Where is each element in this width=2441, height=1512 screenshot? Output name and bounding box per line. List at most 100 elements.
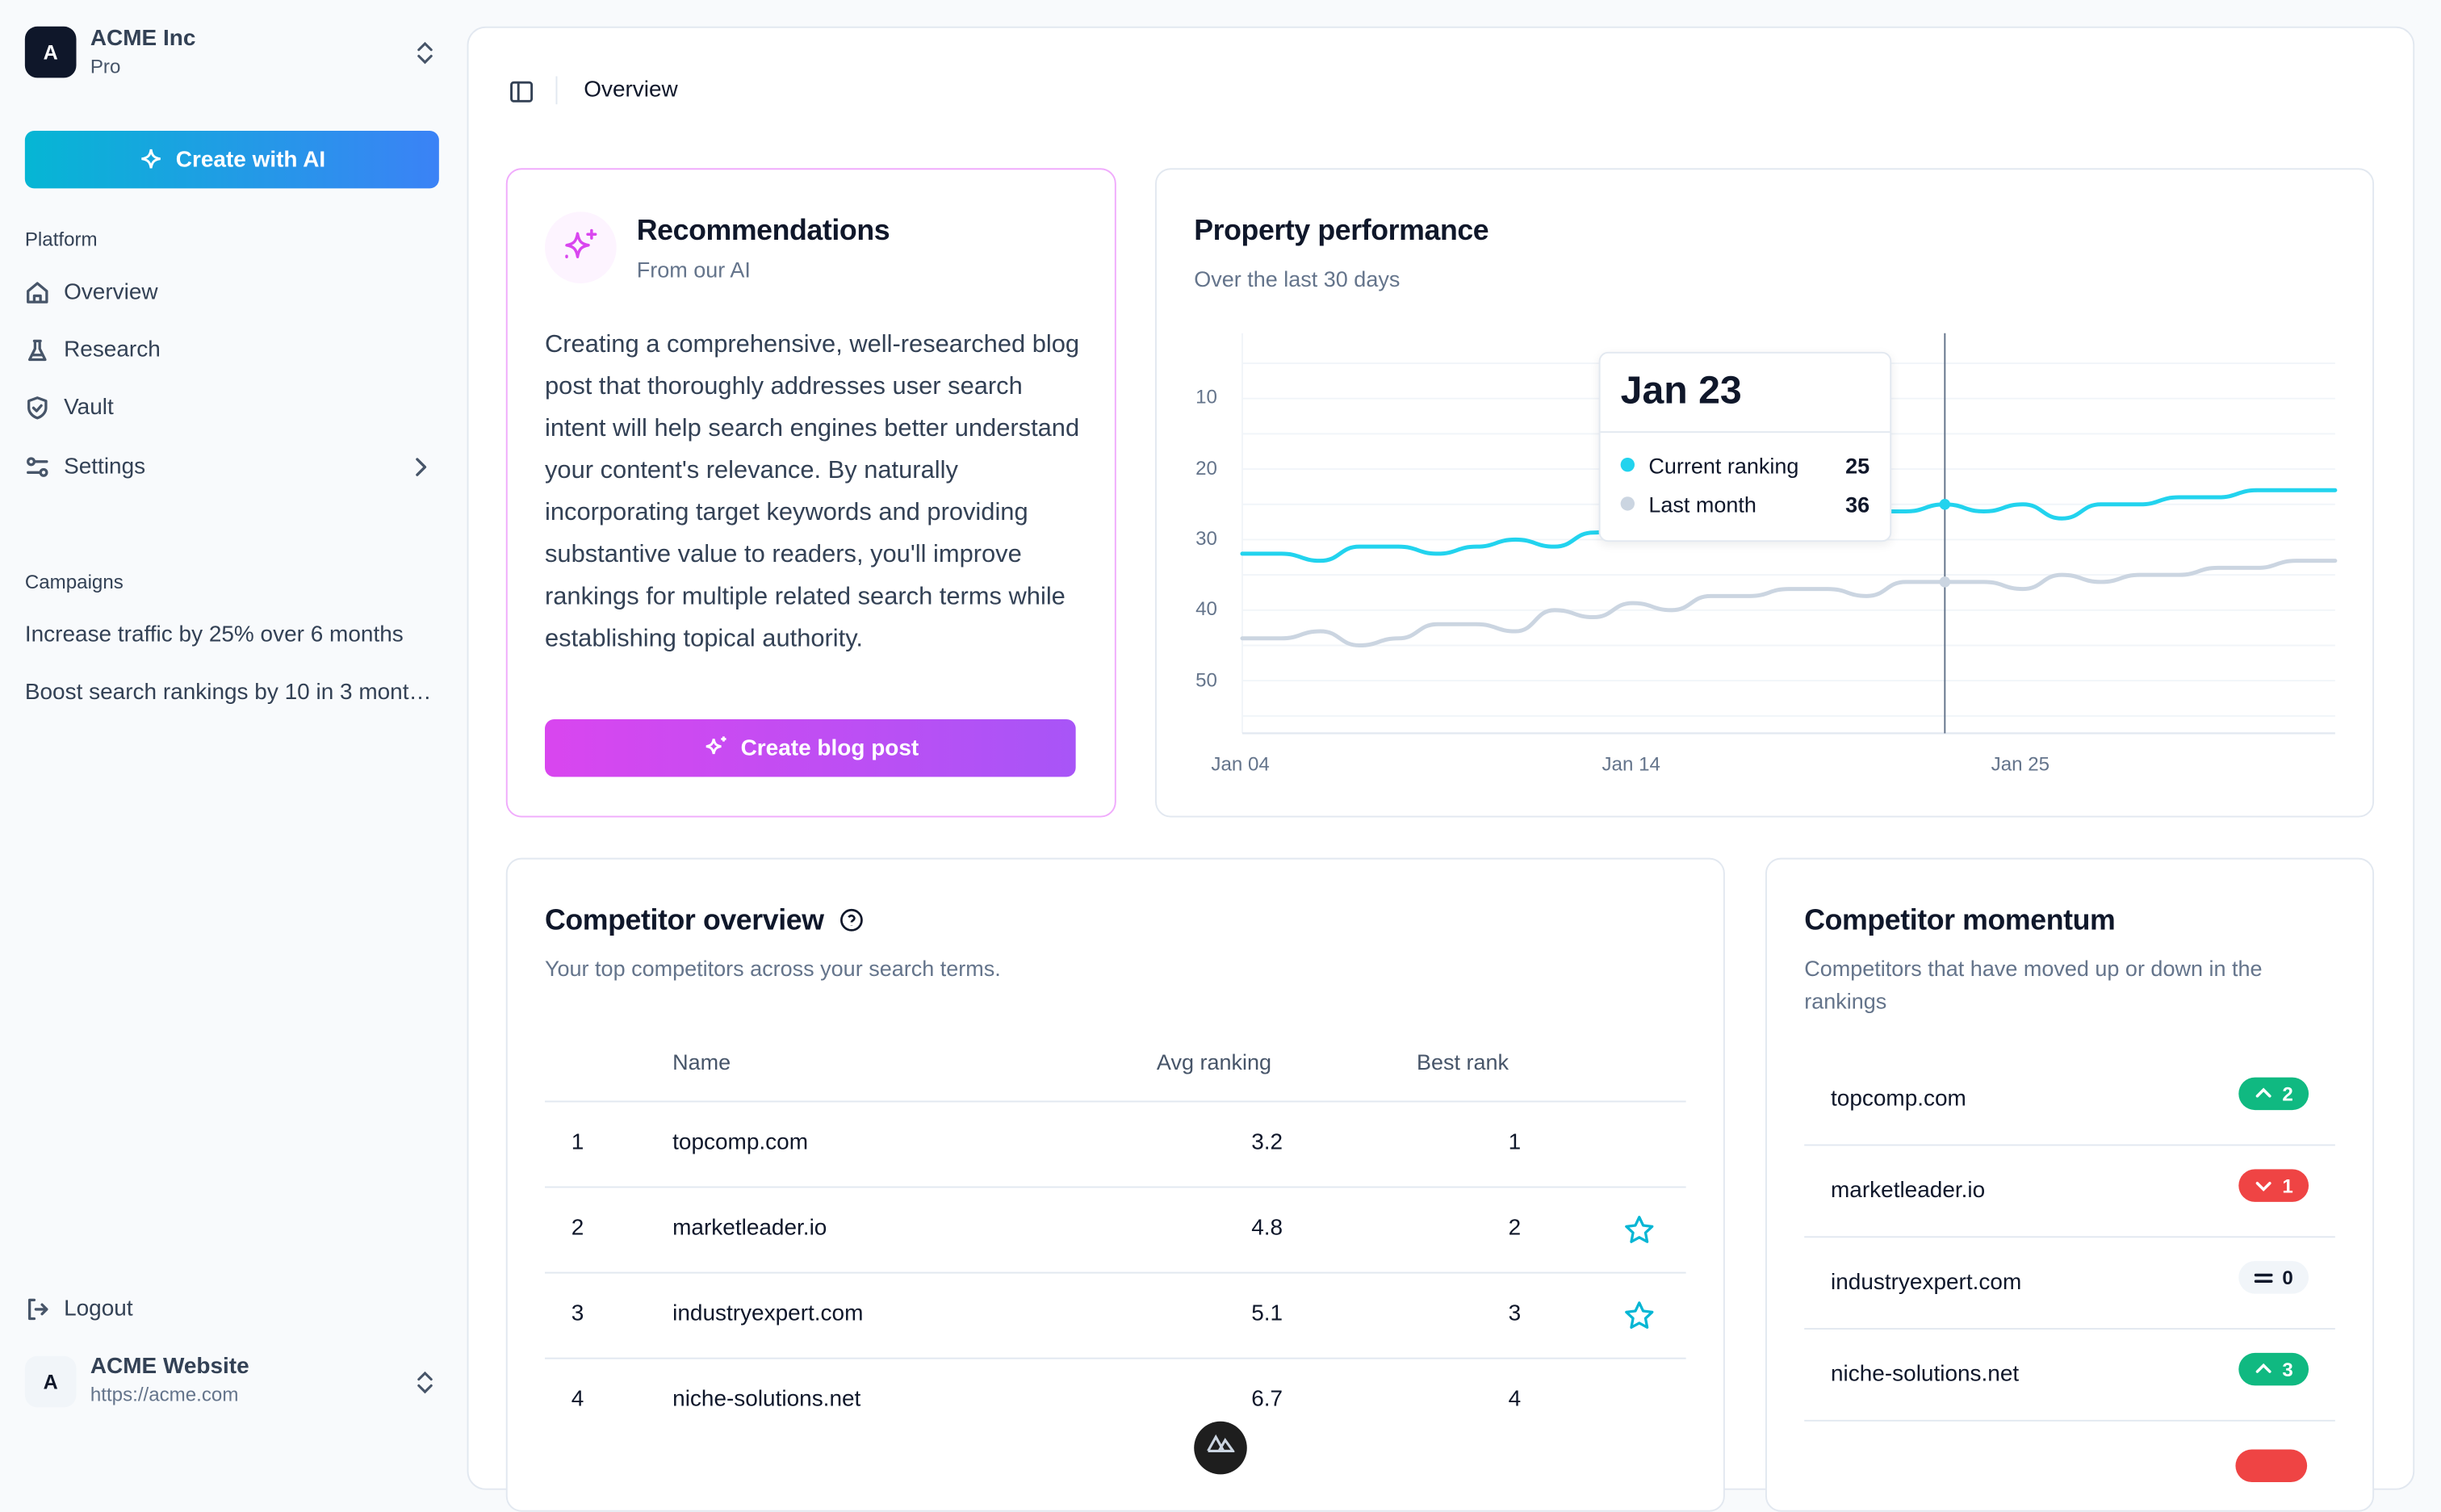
sidebar-item-vault[interactable]: Vault bbox=[25, 384, 439, 431]
chevron-up-icon bbox=[2255, 1087, 2271, 1097]
create-blog-post-label: Create blog post bbox=[740, 735, 919, 761]
momentum-badge: 2 bbox=[2238, 1077, 2309, 1111]
logout-label: Logout bbox=[64, 1296, 133, 1322]
chevron-right-icon bbox=[416, 458, 427, 476]
cell-best-rank: 4 bbox=[1508, 1387, 1522, 1413]
column-header-best-rank[interactable]: Best rank bbox=[1416, 1049, 1509, 1074]
momentum-badge-partial bbox=[2235, 1449, 2308, 1482]
star-icon[interactable] bbox=[1623, 1214, 1655, 1246]
cell-name: niche-solutions.net bbox=[672, 1387, 861, 1413]
home-icon bbox=[27, 282, 48, 304]
y-tick-label: 50 bbox=[1195, 669, 1217, 692]
data-point bbox=[1939, 499, 1951, 510]
table-row[interactable]: 3 industryexpert.com 5.1 3 bbox=[544, 1271, 1686, 1358]
sparkles-icon bbox=[706, 736, 726, 755]
recommendations-subtitle: From our AI bbox=[636, 257, 751, 283]
momentum-row[interactable]: niche-solutions.net 3 bbox=[1804, 1330, 2335, 1422]
tooltip-date: Jan 23 bbox=[1620, 369, 1742, 413]
shield-check-icon bbox=[27, 396, 48, 420]
x-tick-label: Jan 14 bbox=[1602, 753, 1660, 776]
star-icon[interactable] bbox=[1623, 1300, 1655, 1331]
cell-best-rank: 3 bbox=[1508, 1301, 1522, 1327]
y-tick-label: 20 bbox=[1195, 457, 1217, 480]
cell-rank: 3 bbox=[571, 1301, 584, 1327]
momentum-badge: 0 bbox=[2238, 1261, 2309, 1294]
competitor-overview-subtitle: Your top competitors across your search … bbox=[544, 956, 1001, 981]
table-row[interactable]: 2 marketleader.io 4.8 2 bbox=[544, 1186, 1686, 1272]
competitor-overview-card bbox=[505, 857, 1725, 1512]
logout-button[interactable]: Logout bbox=[25, 1286, 439, 1333]
campaign-item[interactable]: Increase traffic by 25% over 6 months bbox=[24, 622, 404, 648]
create-with-ai-label: Create with AI bbox=[175, 147, 326, 173]
equals-icon bbox=[2254, 1272, 2273, 1282]
momentum-row[interactable]: marketleader.io 1 bbox=[1804, 1146, 2335, 1238]
performance-title: Property performance bbox=[1194, 213, 1489, 246]
table-row[interactable]: 4 niche-solutions.net 6.7 4 bbox=[544, 1357, 1686, 1443]
data-point bbox=[1939, 576, 1951, 588]
cell-avg-ranking: 3.2 bbox=[1251, 1130, 1283, 1155]
chevrons-up-down-icon bbox=[417, 1371, 433, 1394]
cell-best-rank: 1 bbox=[1508, 1130, 1522, 1155]
tooltip-divider bbox=[1600, 431, 1890, 433]
org-switcher[interactable]: A ACME Inc Pro bbox=[24, 26, 439, 80]
x-tick-label: Jan 25 bbox=[1991, 753, 2050, 776]
y-tick-label: 30 bbox=[1195, 527, 1217, 550]
create-blog-post-button[interactable]: Create blog post bbox=[544, 718, 1076, 777]
site-switcher[interactable]: A ACME Website https://acme.com bbox=[24, 1353, 439, 1409]
momentum-change: 0 bbox=[2282, 1266, 2293, 1288]
momentum-name: marketleader.io bbox=[1830, 1178, 1986, 1204]
cell-avg-ranking: 5.1 bbox=[1251, 1301, 1283, 1327]
sidebar-toggle-icon[interactable] bbox=[509, 79, 534, 104]
sidebar-item-research[interactable]: Research bbox=[25, 327, 439, 374]
tooltip-value: 25 bbox=[1845, 453, 1870, 479]
tooltip-label: Last month bbox=[1648, 492, 1756, 517]
competitor-overview-title: Competitor overview bbox=[544, 903, 824, 936]
momentum-change: 1 bbox=[2282, 1175, 2293, 1197]
sidebar-item-settings[interactable]: Settings bbox=[25, 444, 439, 491]
create-with-ai-button[interactable]: Create with AI bbox=[24, 130, 439, 189]
chevron-up-icon bbox=[2255, 1362, 2271, 1372]
sparkles-icon bbox=[565, 228, 597, 258]
sidebar-item-label: Overview bbox=[64, 280, 158, 305]
momentum-badge: 1 bbox=[2238, 1169, 2309, 1202]
table-row[interactable]: 1 topcomp.com 3.2 1 bbox=[544, 1100, 1686, 1186]
cell-rank: 2 bbox=[571, 1216, 584, 1242]
series-line-last-month bbox=[1240, 559, 2338, 647]
legend-dot-last-month bbox=[1620, 496, 1635, 511]
org-plan: Pro bbox=[90, 56, 121, 78]
flask-icon bbox=[28, 339, 47, 362]
x-tick-label: Jan 04 bbox=[1211, 753, 1270, 776]
campaign-item[interactable]: Boost search rankings by 10 in 3 mont… bbox=[24, 680, 432, 706]
site-avatar: A bbox=[24, 1355, 77, 1408]
momentum-name: industryexpert.com bbox=[1830, 1270, 2022, 1296]
momentum-row[interactable]: topcomp.com 2 bbox=[1804, 1054, 2335, 1146]
column-header-avg-ranking[interactable]: Avg ranking bbox=[1156, 1049, 1272, 1074]
help-circle-icon[interactable] bbox=[839, 907, 864, 932]
y-tick-label: 40 bbox=[1195, 597, 1217, 620]
cell-name: industryexpert.com bbox=[672, 1301, 864, 1327]
competitor-momentum-title: Competitor momentum bbox=[1804, 903, 2116, 936]
momentum-change: 2 bbox=[2282, 1083, 2293, 1105]
site-name: ACME Website bbox=[90, 1354, 249, 1380]
cell-avg-ranking: 6.7 bbox=[1251, 1387, 1283, 1413]
chevron-down-icon bbox=[2255, 1181, 2271, 1191]
recommendations-card bbox=[505, 168, 1116, 818]
tooltip-label: Current ranking bbox=[1648, 453, 1799, 479]
y-tick-label: 10 bbox=[1195, 386, 1217, 408]
chart-tooltip: Jan 23 Current ranking 25 Last month 36 bbox=[1598, 351, 1892, 542]
momentum-row[interactable]: industryexpert.com 0 bbox=[1804, 1238, 2335, 1330]
sidebar-item-overview[interactable]: Overview bbox=[25, 270, 439, 316]
breadcrumb: Overview bbox=[584, 77, 678, 103]
floating-app-button[interactable] bbox=[1194, 1421, 1247, 1475]
sidebar-item-label: Research bbox=[64, 337, 161, 363]
momentum-change: 3 bbox=[2282, 1358, 2293, 1380]
cell-name: topcomp.com bbox=[672, 1130, 809, 1155]
tooltip-value: 36 bbox=[1845, 492, 1870, 517]
performance-subtitle: Over the last 30 days bbox=[1194, 266, 1401, 291]
logout-icon bbox=[28, 1298, 48, 1321]
cell-rank: 1 bbox=[571, 1130, 584, 1155]
logo-icon bbox=[1207, 1434, 1235, 1452]
momentum-badge: 3 bbox=[2238, 1352, 2309, 1386]
cell-name: marketleader.io bbox=[672, 1216, 827, 1242]
momentum-name: niche-solutions.net bbox=[1830, 1362, 2020, 1388]
